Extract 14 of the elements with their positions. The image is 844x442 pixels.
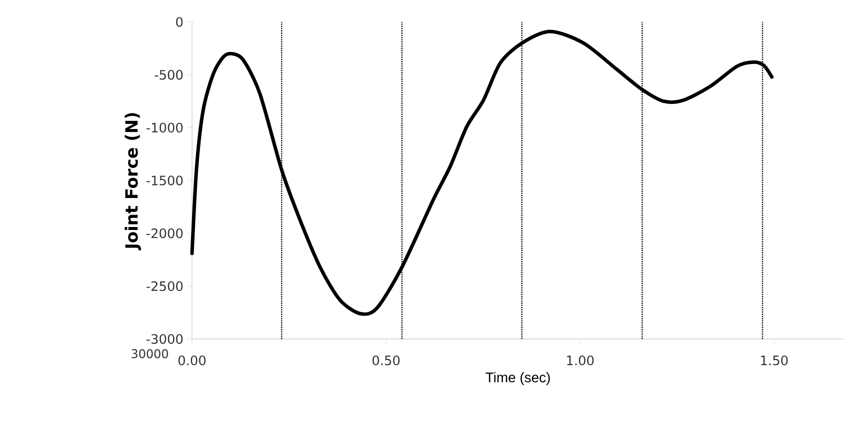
x-tick-label: 1.00 [567, 356, 594, 366]
y-tick-label: -1000 [146, 122, 183, 133]
text: 30000 [132, 349, 168, 358]
x-tick-label: 1.50 [761, 356, 788, 366]
y-tick-label: -3000 [146, 334, 183, 344]
y-tick-label: 0 [176, 17, 183, 27]
y-tick-label: -2000 [146, 228, 183, 238]
x-tick-label: 0.00 [178, 356, 206, 366]
x-tick-label: 0.50 [372, 356, 400, 366]
y-axis-title: Joint Force (N) [124, 113, 142, 250]
y-tick-label: -1500 [146, 176, 183, 186]
y-tick-label: -2500 [146, 281, 183, 292]
x-axis-title: Time (sec) [486, 372, 550, 386]
y-tick-label: -500 [154, 70, 183, 80]
